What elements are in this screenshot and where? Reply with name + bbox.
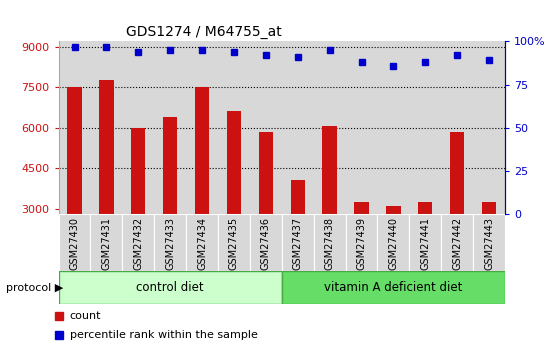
Bar [59,271,282,304]
Bar [345,41,377,214]
Text: GDS1274 / M64755_at: GDS1274 / M64755_at [126,25,281,39]
Bar [99,80,114,289]
Bar [291,180,305,289]
Bar [195,87,209,289]
Bar [250,214,282,271]
Bar [314,41,345,214]
Bar [59,41,90,214]
Bar [90,214,122,271]
Bar [450,132,464,289]
Bar [410,41,441,214]
Text: GSM27442: GSM27442 [452,217,462,270]
Bar [345,214,377,271]
Bar [441,41,473,214]
Text: GSM27435: GSM27435 [229,217,239,270]
Text: GSM27440: GSM27440 [388,217,398,270]
Text: GSM27439: GSM27439 [357,217,367,270]
Bar [122,214,154,271]
Bar [227,111,241,289]
Text: control diet: control diet [136,281,204,294]
Text: GSM27438: GSM27438 [325,217,335,270]
Bar [154,41,186,214]
Bar [131,128,146,289]
Bar [354,202,369,289]
Bar [163,117,177,289]
Text: GSM27436: GSM27436 [261,217,271,270]
Text: percentile rank within the sample: percentile rank within the sample [70,330,258,339]
Bar [282,271,505,304]
Bar [410,214,441,271]
Text: GSM27431: GSM27431 [102,217,112,270]
Bar [59,214,90,271]
Text: GSM27441: GSM27441 [420,217,430,270]
Text: GSM27430: GSM27430 [70,217,80,270]
Bar [218,214,250,271]
Bar [473,214,505,271]
Bar [482,202,496,289]
Bar [282,214,314,271]
Text: protocol ▶: protocol ▶ [6,283,63,293]
Bar [186,214,218,271]
Bar [314,214,345,271]
Bar [68,87,81,289]
Bar [441,214,473,271]
Bar [90,41,122,214]
Text: vitamin A deficient diet: vitamin A deficient diet [324,281,463,294]
Bar [218,41,250,214]
Text: GSM27443: GSM27443 [484,217,494,270]
Bar [259,132,273,289]
Bar [250,41,282,214]
Bar [473,41,505,214]
Bar [122,41,154,214]
Bar [377,214,410,271]
Text: GSM27432: GSM27432 [133,217,143,270]
Text: GSM27434: GSM27434 [197,217,207,270]
Bar [377,41,410,214]
Bar [282,41,314,214]
Bar [386,206,401,289]
Text: GSM27437: GSM27437 [293,217,303,270]
Bar [154,214,186,271]
Bar [323,126,337,289]
Bar [186,41,218,214]
Bar [418,202,432,289]
Text: count: count [70,311,101,321]
Text: GSM27433: GSM27433 [165,217,175,270]
